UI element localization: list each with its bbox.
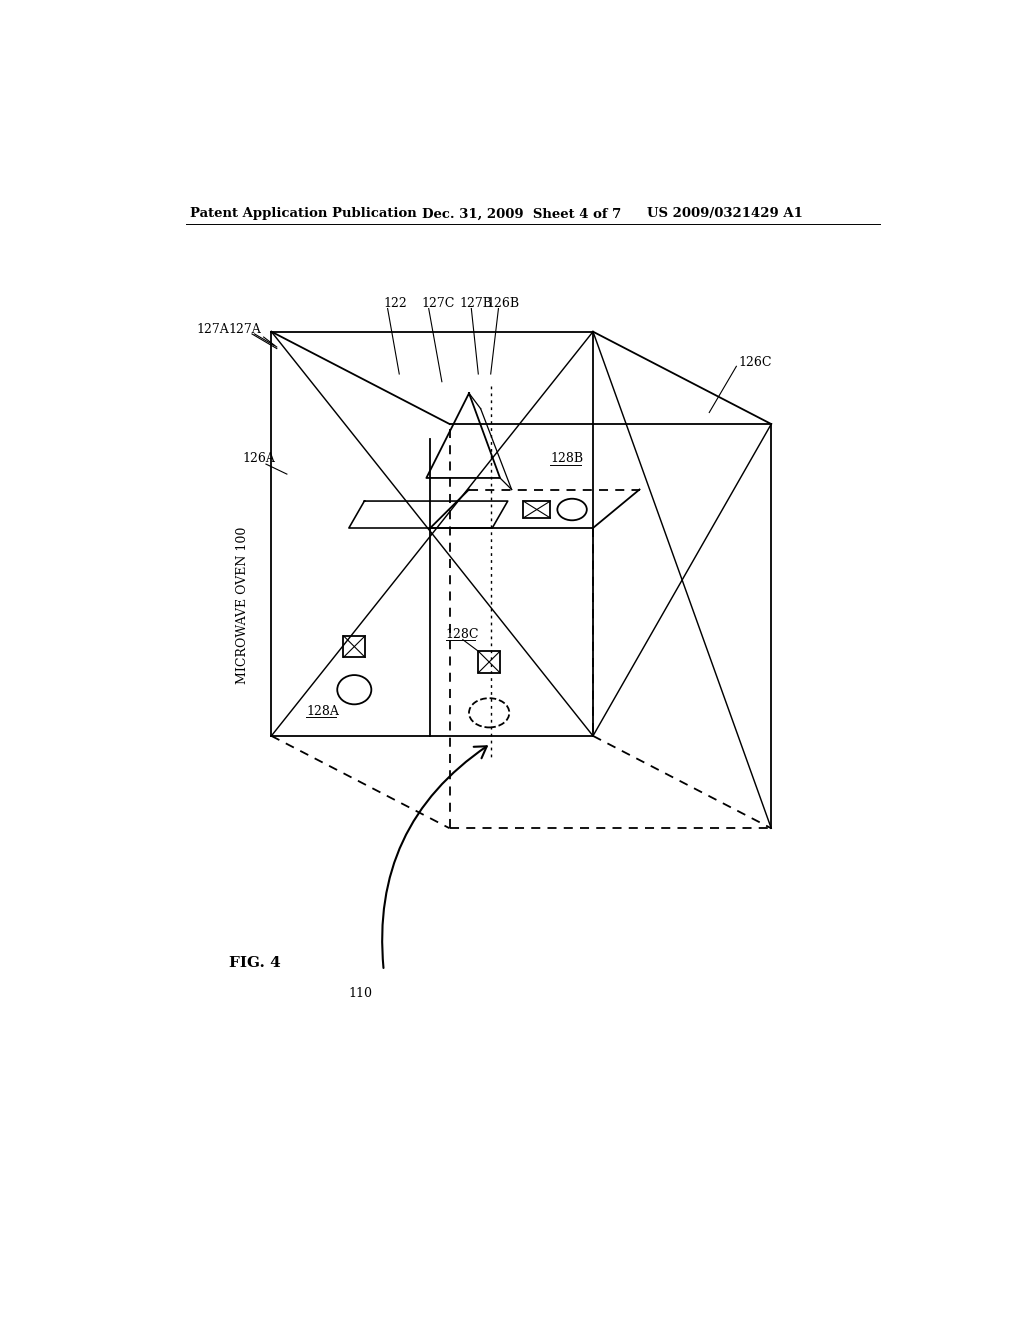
Text: FIG. 4: FIG. 4 [228,956,281,970]
Text: 128C: 128C [445,628,479,640]
Ellipse shape [337,675,372,705]
Text: US 2009/0321429 A1: US 2009/0321429 A1 [647,207,803,220]
Text: Patent Application Publication: Patent Application Publication [190,207,417,220]
FancyArrowPatch shape [382,746,486,968]
Text: 128B: 128B [550,453,584,465]
Bar [478,651,500,673]
Text: 122: 122 [384,297,408,310]
Text: 127C: 127C [421,297,455,310]
Bar [523,502,550,517]
Text: MICROWAVE OVEN 100: MICROWAVE OVEN 100 [237,527,249,684]
Text: 126A: 126A [243,453,275,465]
Text: 126C: 126C [738,356,772,370]
Text: Dec. 31, 2009  Sheet 4 of 7: Dec. 31, 2009 Sheet 4 of 7 [423,207,622,220]
Text: 126B: 126B [486,297,519,310]
Bar [343,636,366,657]
Ellipse shape [557,499,587,520]
Text: 127A: 127A [228,323,261,335]
Text: 127A: 127A [196,323,228,335]
Text: 128A: 128A [306,705,339,718]
Ellipse shape [469,698,509,727]
Text: 127B: 127B [460,297,493,310]
Text: 110: 110 [349,987,373,1001]
